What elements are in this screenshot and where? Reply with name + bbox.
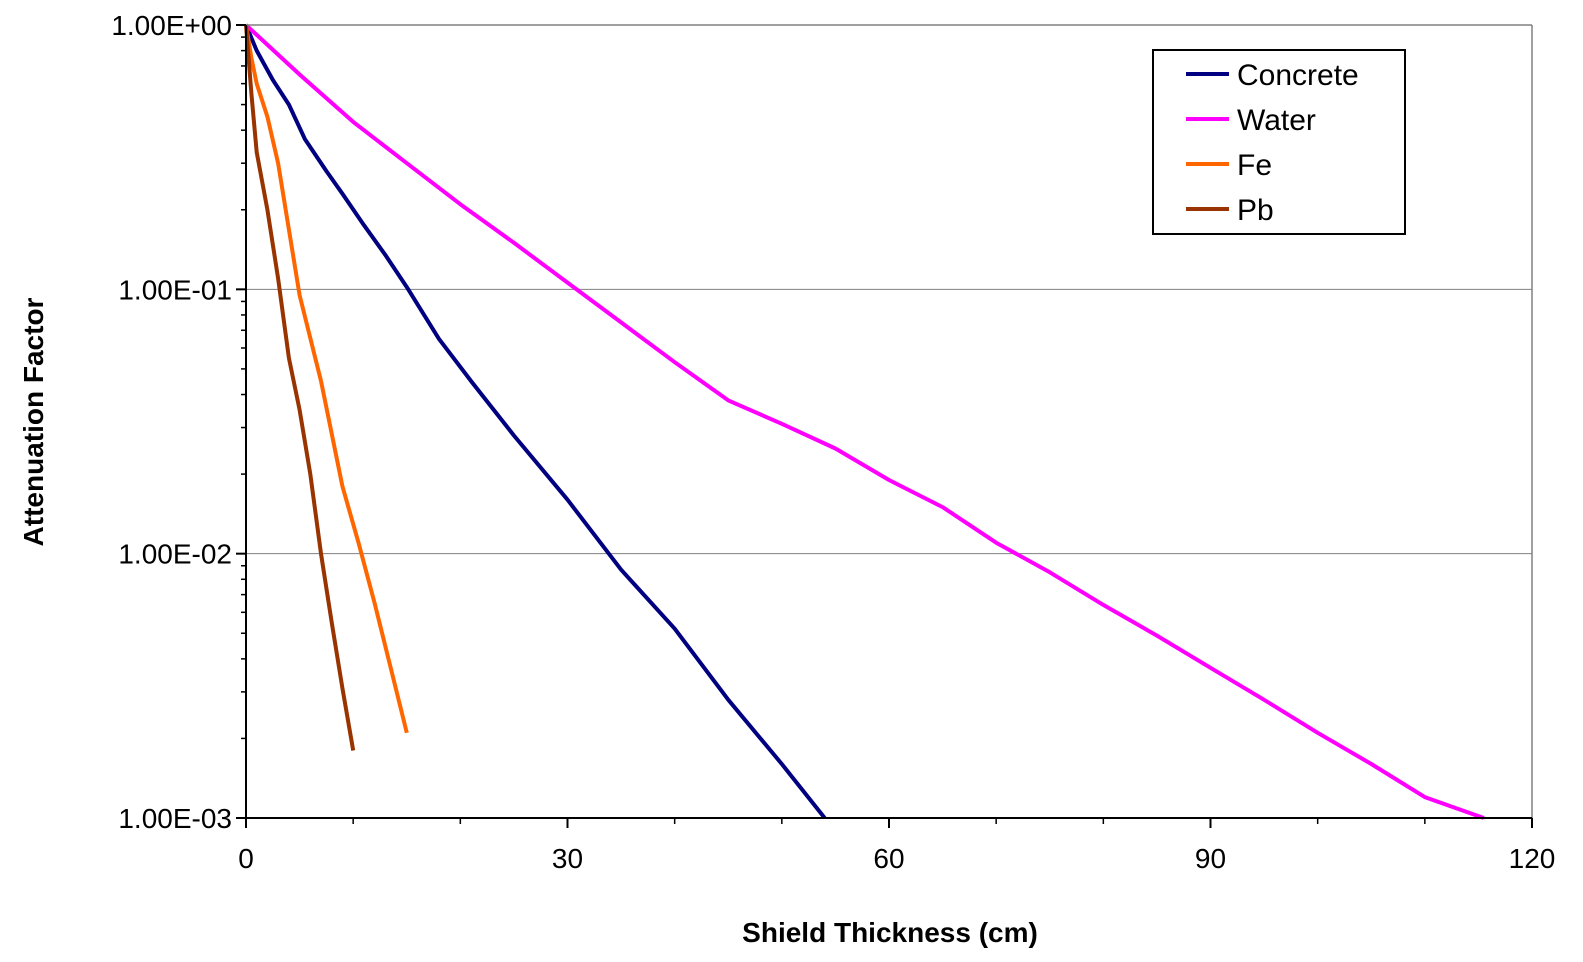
legend-label: Pb	[1237, 194, 1274, 227]
series-line-water	[244, 23, 1485, 820]
axes-layer: 1.00E+00 1.00E-01 1.00E-02 1.00E-030 30 60 90 1…	[111, 10, 1555, 874]
legend-label: Fe	[1237, 149, 1272, 182]
y-tick-label: 1.00E-02	[118, 539, 232, 570]
series-line-fe	[244, 24, 409, 734]
y-tick-label: 1.00E-03	[118, 803, 232, 834]
x-axis-title: Shield Thickness (cm)	[742, 917, 1038, 948]
x-tick-label: 30	[552, 843, 583, 874]
grid-layer	[246, 288, 1532, 555]
series-layer	[244, 23, 1485, 820]
y-tick-label: 1.00E-01	[118, 274, 232, 305]
legend: Concrete Water Fe Pb	[1152, 49, 1406, 235]
y-tick-label: 1.00E+00	[111, 10, 232, 41]
legend-label: Concrete	[1237, 59, 1359, 92]
legend-box	[1152, 49, 1406, 235]
x-tick-label: 120	[1509, 843, 1556, 874]
series-line-concrete	[244, 24, 827, 820]
x-tick-label: 90	[1195, 843, 1226, 874]
x-tick-label: 0	[238, 843, 254, 874]
x-tick-label: 60	[873, 843, 904, 874]
y-axis-title: Attenuation Factor	[18, 297, 49, 546]
series-line-pb	[244, 24, 356, 751]
legend-label: Water	[1237, 104, 1316, 137]
